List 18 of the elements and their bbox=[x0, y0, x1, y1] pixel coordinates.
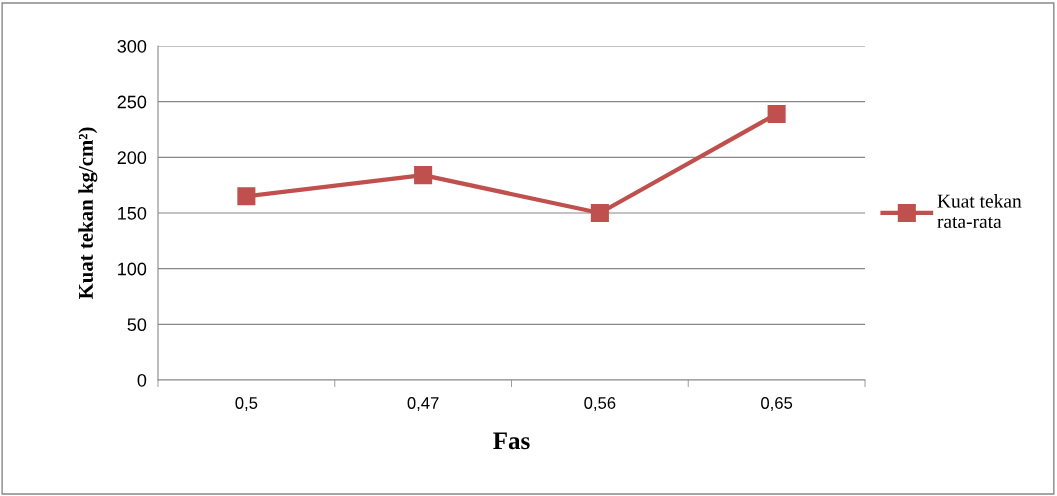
y-tick-label: 150 bbox=[118, 206, 147, 220]
legend-label: Kuat tekan rata-rata bbox=[937, 194, 1022, 229]
point bbox=[237, 187, 256, 206]
y-axis-title: Kuat tekan kg/cm²) bbox=[78, 127, 98, 300]
x-tick-label: 0,47 bbox=[407, 397, 439, 411]
x-tick-label: 0,5 bbox=[235, 397, 258, 411]
point bbox=[590, 203, 609, 223]
point bbox=[414, 166, 433, 185]
y-tick-label: 0 bbox=[137, 373, 147, 387]
x-tick-label: 0,56 bbox=[584, 397, 616, 411]
x-tick-label: 0,65 bbox=[761, 397, 793, 411]
y-tick-label: 200 bbox=[117, 151, 147, 165]
x-axis-title: Fas bbox=[493, 432, 530, 450]
y-tick-label: 50 bbox=[127, 318, 147, 332]
y-tick-label: 100 bbox=[118, 262, 147, 276]
y-tick-label: 250 bbox=[117, 95, 147, 109]
y-tick-label: 300 bbox=[117, 39, 147, 53]
point bbox=[767, 104, 786, 123]
